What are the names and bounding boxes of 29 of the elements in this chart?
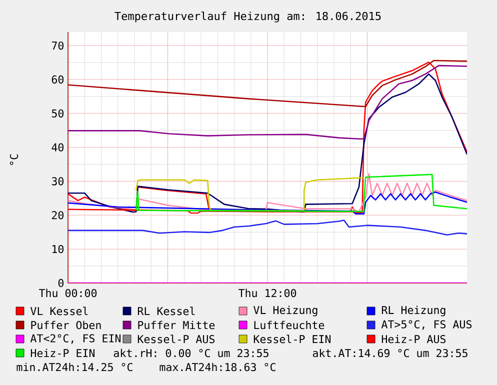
legend-label: VL Heizung bbox=[254, 306, 318, 316]
y-tick-label: 30 bbox=[52, 177, 64, 186]
legend-label: Heiz-P EIN bbox=[30, 348, 94, 358]
x-tick-label: Thu 12:00 bbox=[238, 288, 296, 298]
y-tick-label: 0 bbox=[58, 278, 64, 288]
text: min.AT24h:14.25 °C bbox=[16, 362, 132, 372]
legend-label: Luftfeuchte bbox=[254, 320, 324, 330]
legend-label: Puffer Oben bbox=[31, 320, 101, 330]
x-tick-label: Thu 00:00 bbox=[38, 288, 97, 298]
legend-label: RL Kessel bbox=[138, 306, 195, 316]
legend-label: AT<2°C, FS EIN bbox=[30, 334, 120, 344]
legend-label: RL Heizung bbox=[382, 306, 446, 316]
legend-label: Puffer Mitte bbox=[138, 320, 215, 330]
chart-title: Temperaturverlauf Heizung am: 18.06.2015 bbox=[114, 12, 381, 22]
legend-label: VL Kessel bbox=[30, 306, 88, 316]
y-tick-label: 40 bbox=[52, 143, 64, 152]
text: akt.rH: 0.00 °C um 23:55 bbox=[114, 348, 268, 358]
y-tick-label: 20 bbox=[52, 211, 64, 220]
legend-label: AT>5°C, FS AUS bbox=[381, 320, 472, 330]
y-axis-title: °C bbox=[10, 154, 18, 165]
legend-label: Heiz-P AUS bbox=[382, 334, 446, 344]
y-tick-label: 60 bbox=[52, 75, 64, 84]
y-tick-label: 50 bbox=[52, 109, 64, 118]
text: max.AT24h:18.63 °C bbox=[160, 362, 276, 372]
legend-label: Kessel-P EIN bbox=[254, 334, 330, 344]
y-tick-label: 70 bbox=[52, 41, 64, 50]
y-tick-label: 10 bbox=[52, 244, 64, 254]
text: akt.AT:14.69 °C um 23:55 bbox=[312, 348, 468, 358]
legend-label: Kessel-P AUS bbox=[138, 334, 215, 344]
